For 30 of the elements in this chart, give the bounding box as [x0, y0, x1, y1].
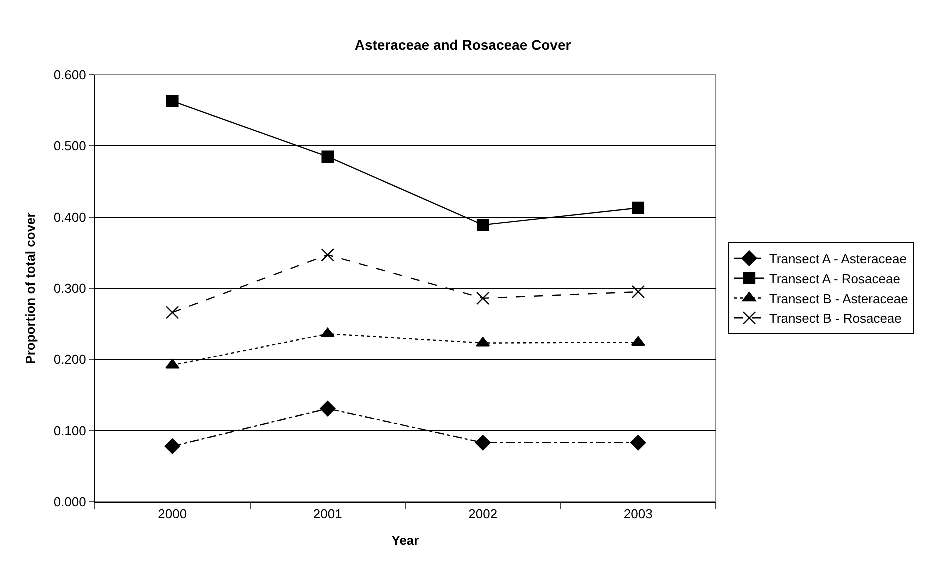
- x-tick-label: 2002: [468, 506, 498, 522]
- x-tick-label: 2001: [313, 506, 342, 522]
- point: [321, 248, 335, 262]
- y-axis-title: Proportion of total cover: [22, 212, 38, 364]
- point: [166, 95, 179, 108]
- point: [476, 292, 490, 306]
- y-tick-label: 0.500: [54, 138, 86, 154]
- legend-label: Transect A - Rosaceae: [769, 271, 900, 286]
- point: [322, 150, 334, 163]
- point: [166, 306, 180, 320]
- point: [164, 438, 180, 454]
- x-tick-label: 2000: [158, 506, 188, 522]
- y-tick-label: 0.200: [54, 352, 86, 368]
- y-tick-label: 0.600: [54, 68, 86, 83]
- point: [320, 400, 336, 417]
- point: [630, 435, 646, 451]
- point: [632, 285, 646, 299]
- legend-label: Transect A - Asteraceae: [769, 252, 907, 267]
- legend-label: Transect B - Asteraceae: [769, 291, 908, 306]
- x-axis-title: Year: [392, 533, 420, 548]
- point: [476, 219, 490, 232]
- y-tick-label: 0.400: [54, 210, 86, 225]
- point: [475, 435, 491, 451]
- y-tick-label: 0.100: [54, 423, 86, 438]
- legend-label: Transect B - Rosaceae: [769, 311, 902, 326]
- y-tick-label: 0.000: [54, 494, 86, 510]
- chart-title: Asteraceae and Rosaceae Cover: [354, 36, 572, 53]
- x-tick-label: 2003: [624, 506, 653, 522]
- y-tick-label: 0.300: [54, 281, 86, 296]
- point: [632, 202, 645, 214]
